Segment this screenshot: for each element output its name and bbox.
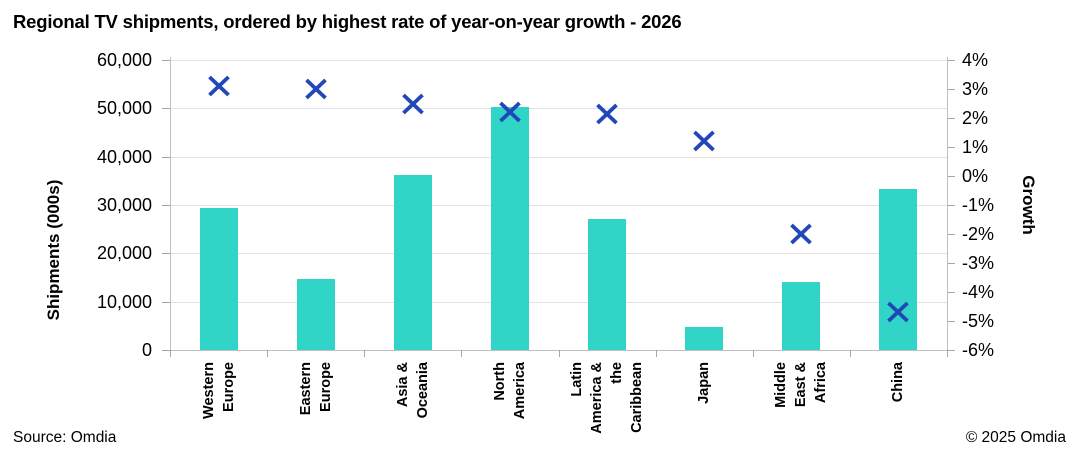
bar-latin-america-the-caribbean	[588, 218, 627, 350]
right-axis-tick	[947, 321, 955, 322]
right-axis-tick-label: 0%	[962, 166, 989, 186]
bar-asia-oceania	[393, 175, 432, 350]
right-axis-tick	[947, 60, 955, 61]
x-axis-tick	[461, 350, 463, 357]
left-axis-tick	[162, 108, 170, 110]
x-axis-tick	[947, 350, 948, 357]
x-axis-label-latin-america-the-caribbean: Latin America & the Caribbean	[569, 362, 646, 434]
x-axis-tick	[558, 350, 560, 357]
x-axis-label-western-europe: Western Europe	[200, 362, 237, 419]
right-axis-tick	[947, 176, 955, 177]
gridline	[170, 253, 947, 255]
right-axis-tick-label: -1%	[962, 195, 995, 215]
right-axis-tick	[947, 89, 955, 90]
right-axis-tick	[947, 147, 955, 148]
growth-marker-japan	[692, 130, 716, 152]
x-axis-tick	[364, 350, 366, 357]
left-axis-line	[170, 57, 171, 350]
bar-eastern-europe	[296, 278, 335, 350]
gridline	[170, 205, 947, 206]
left-axis-tick-label: 0	[141, 340, 152, 360]
x-axis-label-china: China	[890, 362, 907, 403]
bar-japan	[685, 327, 724, 350]
growth-marker-latin-america-the-caribbean	[595, 103, 619, 125]
x-axis-tick	[655, 350, 657, 357]
left-axis-tick-label: 10,000	[96, 291, 152, 312]
bar-north-america	[490, 107, 529, 350]
right-axis-tick-label: -4%	[962, 282, 995, 302]
right-axis-tick-label: -2%	[962, 224, 995, 244]
left-axis-tick	[162, 60, 170, 61]
x-axis-tick	[267, 350, 269, 357]
left-axis-tick	[162, 253, 170, 255]
bar-china	[879, 188, 918, 350]
right-axis-tick	[947, 234, 955, 235]
x-axis-label-middle-east-africa: Middle East & Africa	[773, 362, 830, 408]
left-axis-tick	[162, 301, 170, 303]
x-axis-label-japan: Japan	[696, 362, 713, 404]
right-axis-tick-label: 4%	[962, 50, 989, 70]
growth-marker-middle-east-africa	[789, 223, 813, 245]
left-axis-tick-label: 60,000	[96, 50, 152, 70]
right-axis-tick-label: -3%	[962, 253, 995, 273]
x-axis-tick	[752, 350, 754, 357]
bar-western-europe	[199, 208, 238, 350]
left-axis-tick-label: 30,000	[96, 195, 152, 215]
source-note: Source: Omdia	[13, 429, 117, 446]
right-axis-tick	[947, 350, 955, 351]
left-axis-tick	[162, 156, 170, 158]
gridline	[170, 301, 947, 303]
left-axis-tick-label: 50,000	[96, 98, 152, 119]
growth-marker-china	[886, 301, 910, 323]
growth-marker-asia-oceania	[401, 93, 425, 115]
right-axis-tick-label: -5%	[962, 311, 995, 331]
gridline	[170, 60, 947, 61]
right-axis-tick-label: -6%	[962, 340, 995, 360]
x-axis-tick	[849, 350, 851, 357]
bar-middle-east-africa	[782, 281, 821, 350]
gridline	[170, 156, 947, 158]
x-axis-tick	[170, 350, 171, 357]
x-axis-label-eastern-europe: Eastern Europe	[297, 362, 334, 416]
growth-marker-north-america	[498, 101, 522, 123]
right-axis-line	[947, 57, 948, 350]
left-axis-tick-label: 20,000	[96, 243, 152, 264]
right-axis-tick-label: 3%	[962, 79, 989, 99]
growth-marker-western-europe	[207, 75, 231, 97]
x-axis-label-asia-oceania: Asia & Oceania	[394, 362, 431, 419]
left-axis-tick	[162, 350, 170, 351]
copyright-note: © 2025 Omdia	[965, 429, 1066, 446]
right-axis-tick	[947, 292, 955, 293]
chart-title: Regional TV shipments, ordered by highes…	[13, 11, 682, 32]
growth-marker-eastern-europe	[304, 78, 328, 100]
right-axis-tick	[947, 118, 955, 119]
left-axis-tick-label: 40,000	[96, 146, 152, 167]
right-axis-tick-label: 2%	[962, 108, 989, 128]
right-axis-tick	[947, 205, 955, 206]
gridline	[170, 108, 947, 110]
x-axis-label-north-america: North America	[491, 362, 528, 420]
left-axis-tick	[162, 205, 170, 206]
right-axis-tick-label: 1%	[962, 137, 989, 157]
right-axis-tick	[947, 263, 955, 264]
